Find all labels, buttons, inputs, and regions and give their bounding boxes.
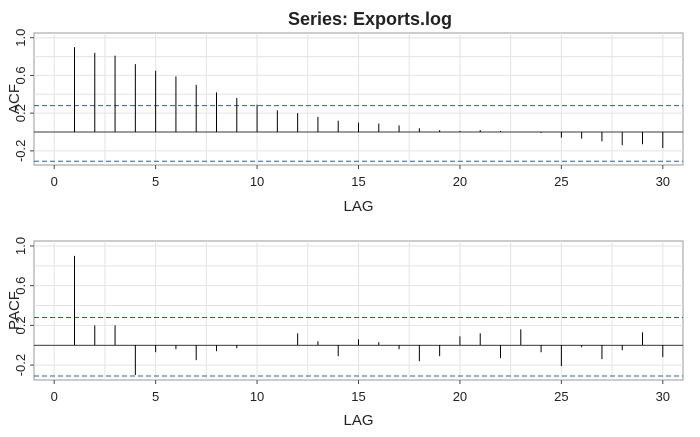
acf-y-tick-label: -0.2 xyxy=(13,140,28,162)
pacf-y-tick-label: 1.0 xyxy=(13,237,28,255)
acf-x-tick-label: 10 xyxy=(250,174,264,189)
pacf-y-tick-label: -0.2 xyxy=(13,354,28,376)
pacf-y-tick-label: 0.6 xyxy=(13,277,28,295)
acf-x-tick-label: 20 xyxy=(453,174,467,189)
pacf-y-tick-label: 0.2 xyxy=(13,316,28,334)
acf-x-tick-label: 0 xyxy=(51,174,58,189)
acf-y-axis-label: ACF xyxy=(6,84,23,114)
acf-y-tick-label: 0.2 xyxy=(13,104,28,122)
pacf-x-tick-label: 20 xyxy=(453,389,467,404)
acf-x-tick-label: 30 xyxy=(656,174,670,189)
pacf-x-axis-label: LAG xyxy=(343,412,373,429)
pacf-x-tick-label: 30 xyxy=(656,389,670,404)
acf-x-tick-label: 25 xyxy=(554,174,568,189)
acf-y-tick-label: 0.6 xyxy=(13,66,28,84)
pacf-x-tick-label: 0 xyxy=(51,389,58,404)
pacf-x-tick-label: 5 xyxy=(152,389,159,404)
acf-y-tick-label: 1.0 xyxy=(13,29,28,47)
pacf-x-tick-label: 10 xyxy=(250,389,264,404)
acf-x-axis-label: LAG xyxy=(343,198,373,215)
acf-x-tick-label: 5 xyxy=(152,174,159,189)
pacf-y-axis-label: PACF xyxy=(6,291,23,330)
acf-x-tick-label: 15 xyxy=(351,174,365,189)
pacf-x-tick-label: 25 xyxy=(554,389,568,404)
pacf-x-tick-label: 15 xyxy=(351,389,365,404)
chart-title: Series: Exports.log xyxy=(288,9,452,29)
